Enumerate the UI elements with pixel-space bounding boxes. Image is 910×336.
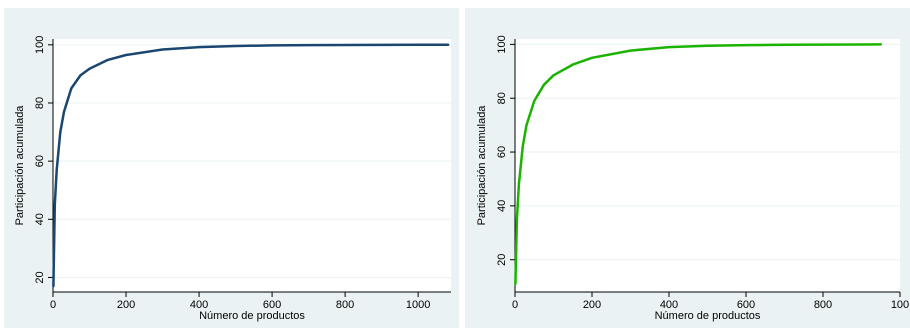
y-tick-label: 60 [496,146,508,158]
y-tick-label: 40 [496,200,508,212]
x-tick-label: 100 [891,299,909,311]
x-axis-title: Número de productos [199,310,305,322]
y-tick-label: 60 [34,155,46,167]
y-tick-label: 80 [496,92,508,104]
y-axis-title: Participación acumulada [476,105,488,226]
x-tick-label: 600 [737,299,755,311]
x-tick-label: 600 [263,299,281,311]
x-tick-label: 0 [512,299,518,311]
y-tick-label: 80 [34,97,46,109]
x-tick-label: 400 [660,299,678,311]
x-tick-label: 400 [190,299,208,311]
right-chart: 20 40 60 80 100 0 200 400 600 800 100 Número de pro… [476,35,909,322]
plot-area [53,39,451,292]
y-tick-label: 100 [496,35,508,53]
series-line [514,43,883,286]
series-line [52,43,450,288]
x-axis-title: Número de productos [655,310,761,322]
x-tick-label: 200 [583,299,601,311]
x-tick-label: 800 [336,299,354,311]
y-tick-label: 40 [34,213,46,225]
y-tick-label: 20 [496,254,508,266]
x-tick-label: 200 [117,299,135,311]
y-tick-label: 20 [34,271,46,283]
x-tick-label: 800 [814,299,832,311]
y-tick-label: 100 [34,36,46,54]
y-axis-title: Participación acumulada [14,105,26,226]
left-chart-panel: 20 40 60 80 100 0 200 400 600 800 1000 Número de pr… [4,8,459,328]
x-tick-label: 1000 [406,299,430,311]
right-chart-panel: 20 40 60 80 100 0 200 400 600 800 100 Número de pro… [465,8,910,328]
plot-area [515,39,900,292]
x-tick-label: 0 [50,299,56,311]
